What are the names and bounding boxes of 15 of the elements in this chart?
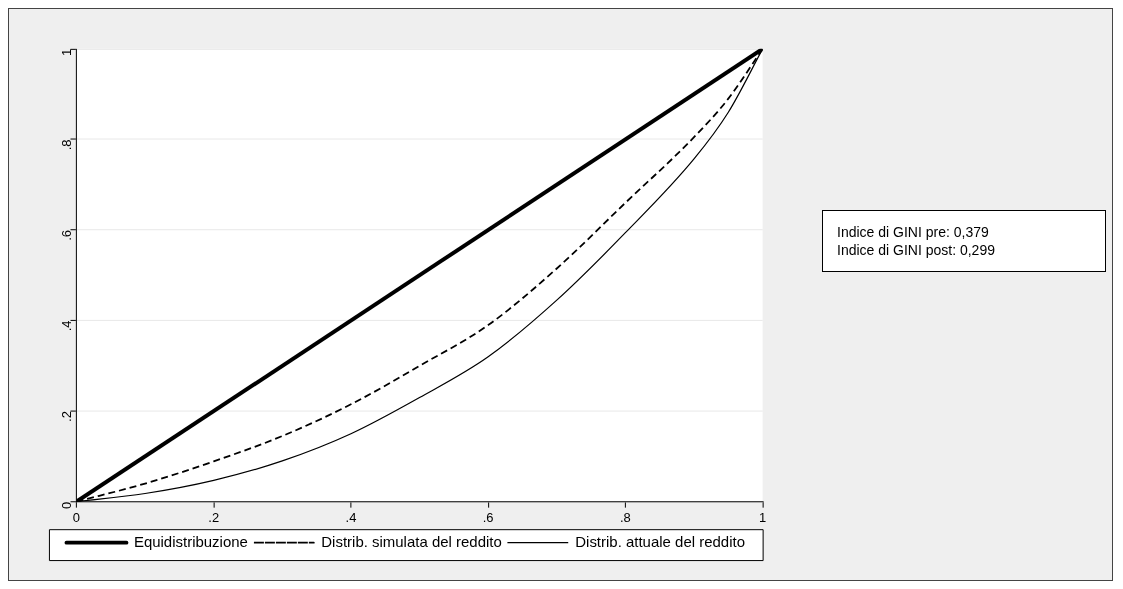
- x-tick-label: 1: [759, 509, 767, 525]
- y-tick-label: 1: [59, 48, 75, 57]
- y-tick-label: .8: [59, 139, 75, 151]
- x-tick-label: .6: [482, 509, 494, 525]
- legend-label: Distrib. attuale del reddito: [575, 532, 745, 550]
- y-tick-label: .2: [59, 411, 75, 422]
- x-tick-label: .4: [345, 509, 357, 525]
- legend-label: Distrib. simulata del reddito: [321, 532, 502, 550]
- text: Indice di GINI pre: 0,379 Indice di GINI post: 0,299: [822, 210, 1106, 272]
- y-tick-label: .6: [59, 229, 75, 241]
- x-tick-label: .8: [619, 509, 631, 525]
- y-tick-label: .4: [59, 320, 75, 332]
- x-tick-label: .2: [208, 509, 220, 525]
- legend-label: Equidistribuzione: [133, 532, 248, 550]
- y-tick-label: 0: [59, 501, 75, 509]
